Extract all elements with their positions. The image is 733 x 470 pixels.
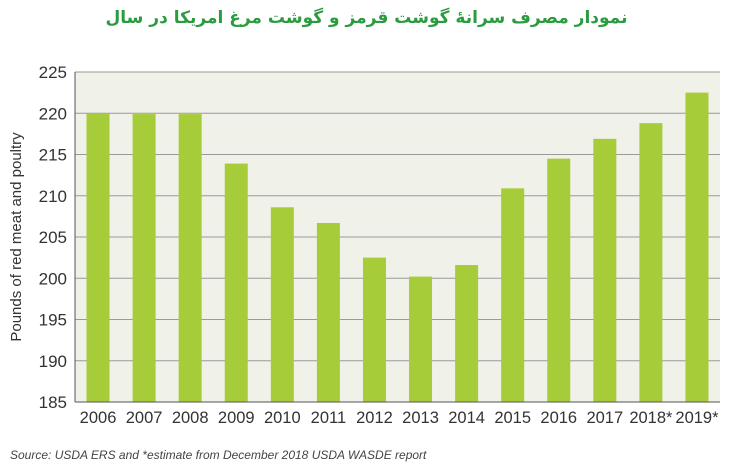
x-tick-label: 2014 — [448, 409, 485, 427]
bar-2007 — [132, 114, 156, 402]
bar-2017 — [593, 138, 617, 402]
x-tick-label: 2013 — [402, 409, 439, 427]
x-tick-label: 2017 — [586, 409, 623, 427]
bar-2011 — [316, 222, 340, 402]
x-tick-labels: 2006 2007 2008 2009 2010 2011 2012 2013 2014 2015… — [80, 409, 719, 427]
bar-2018 — [639, 123, 663, 403]
y-axis-label: Pounds of red meat and poultry — [8, 132, 25, 342]
x-tick-label: 2009 — [218, 409, 255, 427]
bars — [86, 92, 709, 403]
y-tick-label: 225 — [39, 63, 67, 82]
bar-2014 — [455, 265, 479, 402]
y-tick-label: 195 — [39, 311, 67, 330]
bar-2009 — [224, 163, 248, 402]
x-tick-label: 2012 — [356, 409, 393, 427]
y-tick-label: 205 — [39, 228, 67, 247]
chart-source: Source: USDA ERS and *estimate from Dece… — [10, 448, 427, 462]
y-tick-label: 200 — [39, 269, 67, 288]
bar-2010 — [270, 207, 294, 402]
x-tick-label: 2018* — [629, 409, 673, 427]
chart-title: نمودار مصرف سرانهٔ گوشت قرمز و گوشت مرغ … — [105, 8, 628, 28]
x-tick-label: 2011 — [311, 409, 346, 427]
x-tick-label: 2010 — [264, 409, 301, 427]
bar-2006 — [86, 113, 110, 402]
x-tick-label: 2007 — [126, 409, 163, 427]
y-tick-label: 185 — [39, 393, 67, 412]
x-tick-label: 2016 — [540, 409, 577, 427]
x-tick-label: 2015 — [494, 409, 531, 427]
y-tick-label: 210 — [39, 187, 67, 206]
y-tick-label: 220 — [39, 104, 67, 123]
bar-2016 — [547, 158, 571, 402]
bar-2015 — [501, 188, 525, 402]
bar-2012 — [362, 257, 386, 402]
bar-2008 — [178, 114, 202, 402]
y-tick-labels: 185 190 195 200 205 210 215 220 225 — [39, 63, 67, 412]
x-tick-label: 2008 — [172, 409, 209, 427]
x-tick-label: 2006 — [80, 409, 117, 427]
bar-2013 — [409, 276, 433, 402]
x-tick-label: 2019* — [675, 409, 719, 427]
bar-2019 — [685, 92, 709, 402]
y-tick-label: 190 — [39, 352, 67, 371]
y-tick-label: 215 — [39, 146, 67, 165]
